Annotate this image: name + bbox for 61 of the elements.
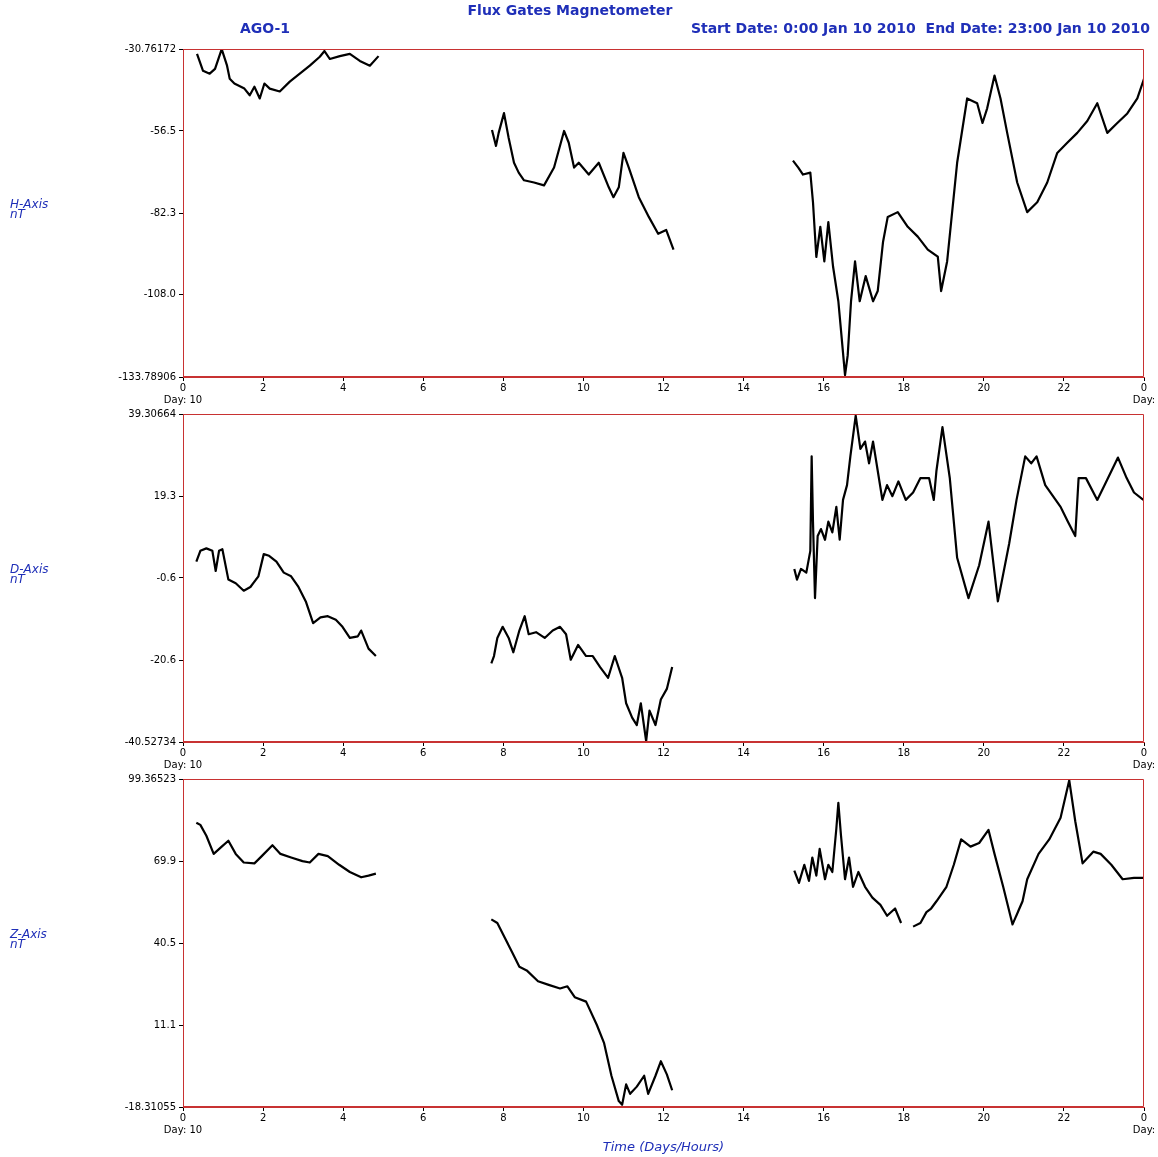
x-tick-label: 2 xyxy=(259,381,267,393)
x-tick-label: 8 xyxy=(500,1111,507,1123)
y-tick-label: -18.31055 xyxy=(124,1100,176,1112)
x-tick-label: 6 xyxy=(420,746,427,758)
y-axis-title: Z-Axis nT xyxy=(10,927,47,951)
x-tick-label: 22 xyxy=(1057,1111,1071,1123)
x-tick-label: 0 Day: 10 xyxy=(163,1111,203,1135)
x-tick-label: 12 xyxy=(657,1111,670,1123)
x-tick-label: 18 xyxy=(897,746,911,758)
y-tick-label: -40.52734 xyxy=(124,735,176,747)
x-tick-label: 0 Day: xyxy=(1132,381,1156,405)
x-tick-label: 20 xyxy=(977,381,991,393)
x-tick-label: 12 xyxy=(657,746,670,758)
chart-subtitle: Start Date: 0:00 Jan 10 2010 End Date: 23:00 Jan 10 2010 xyxy=(690,20,1150,36)
y-tick-label: 40.5 xyxy=(153,936,176,948)
x-tick-label: 16 xyxy=(817,1111,831,1123)
y-tick-label: -30.76172 xyxy=(124,42,176,54)
y-tick-label: -20.6 xyxy=(150,653,176,665)
y-tick-label: -133.78906 xyxy=(118,370,176,382)
x-tick-label: 4 xyxy=(339,746,347,758)
y-tick-label: -82.3 xyxy=(150,206,176,218)
x-tick-label: 14 xyxy=(737,1111,750,1123)
x-axis-title: Time (Days/Hours) xyxy=(601,1139,726,1154)
x-tick-label: 0 Day: 10 xyxy=(163,381,203,405)
x-tick-label: 18 xyxy=(897,381,911,393)
x-tick-label: 8 xyxy=(500,381,507,393)
x-tick-label: 20 xyxy=(977,746,991,758)
x-tick-label: 22 xyxy=(1057,381,1071,393)
x-tick-label: 6 xyxy=(420,381,427,393)
x-tick-label: 16 xyxy=(817,746,831,758)
x-tick-label: 22 xyxy=(1057,746,1071,758)
y-tick-label: -0.6 xyxy=(156,571,176,583)
x-tick-label: 18 xyxy=(897,1111,911,1123)
x-tick-label: 4 xyxy=(339,1111,347,1123)
y-tick-label: 99.36523 xyxy=(128,772,176,784)
y-tick-label: -56.5 xyxy=(150,124,176,136)
x-tick-label: 12 xyxy=(657,381,670,393)
x-tick-label: 10 xyxy=(577,746,590,758)
x-tick-label: 8 xyxy=(500,746,507,758)
x-tick-label: 2 xyxy=(259,746,267,758)
y-tick-label: 39.30664 xyxy=(128,407,176,419)
x-tick-label: 14 xyxy=(737,746,750,758)
chart-title: Flux Gates Magnetometer xyxy=(466,2,674,18)
y-axis-title: H-Axis nT xyxy=(10,197,49,221)
x-tick-label: 20 xyxy=(977,1111,991,1123)
y-tick-label: 69.9 xyxy=(153,854,176,866)
x-tick-label: 0 Day: xyxy=(1132,746,1156,770)
y-tick-label: -108.0 xyxy=(143,288,176,300)
x-tick-label: 10 xyxy=(577,1111,590,1123)
y-tick-label: 11.1 xyxy=(153,1018,176,1030)
x-tick-label: 2 xyxy=(259,1111,267,1123)
x-tick-label: 0 Day: 10 xyxy=(163,746,203,770)
x-tick-label: 6 xyxy=(420,1111,427,1123)
y-axis-title: D-Axis nT xyxy=(10,562,49,586)
x-tick-label: 14 xyxy=(737,381,750,393)
x-tick-label: 16 xyxy=(817,381,831,393)
x-tick-label: 10 xyxy=(577,381,590,393)
y-tick-label: 19.3 xyxy=(153,489,176,501)
x-tick-label: 4 xyxy=(339,381,347,393)
x-tick-label: 0 Day: xyxy=(1132,1111,1156,1135)
text: AGO-1 xyxy=(240,20,291,36)
